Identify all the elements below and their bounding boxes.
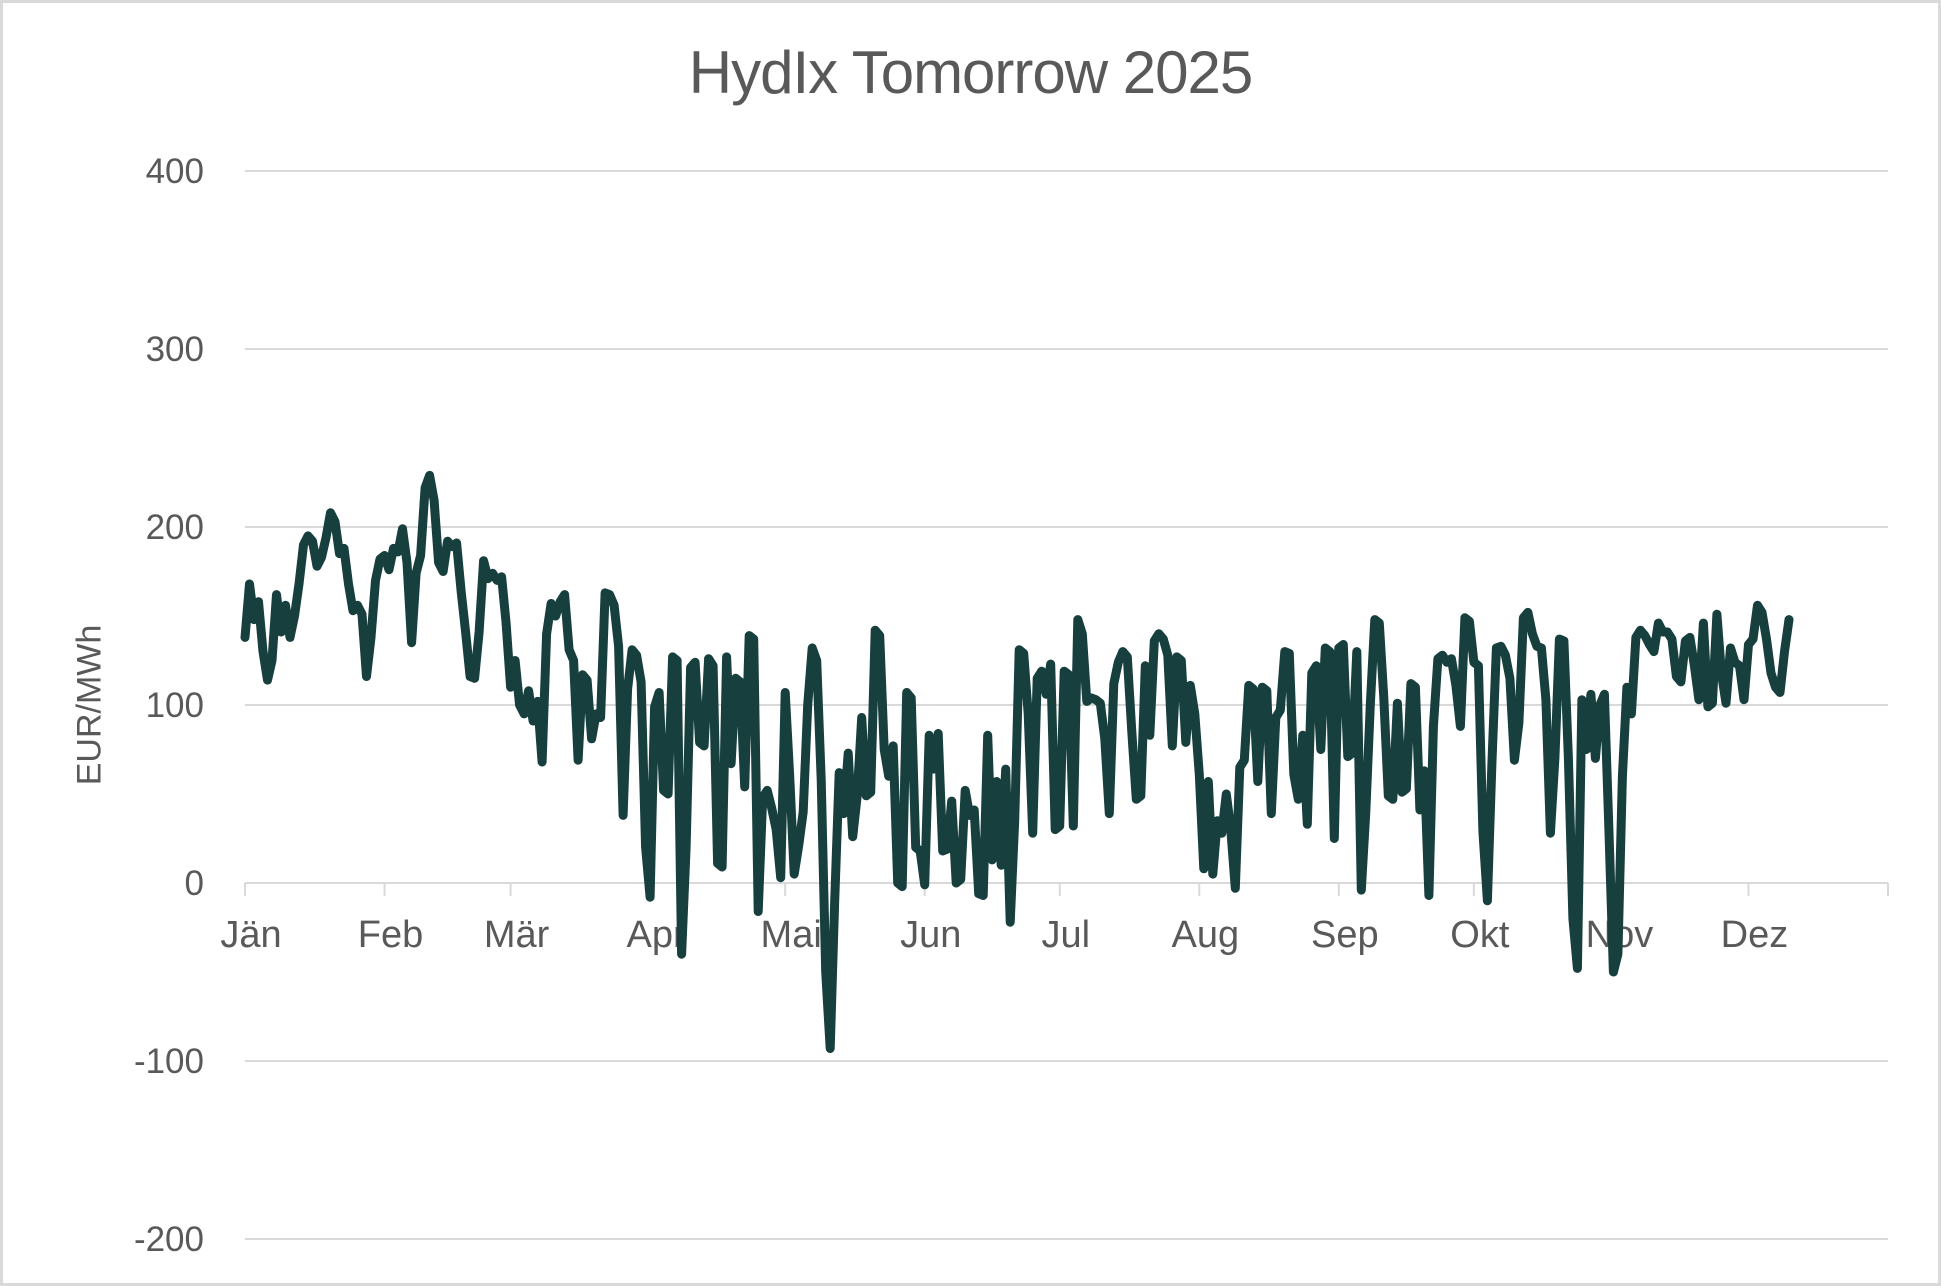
y-tick-label-100: 100 [146,686,204,725]
chart-title: HydIx Tomorrow 2025 [688,39,1253,106]
x-tick-label-Jän: Jän [220,914,281,956]
y-tick-label-200: 200 [146,508,204,547]
line-chart-plot: 400 300 200 100 0 -100 -200 Jän Feb Mär Apr Mai Jun… [134,152,1889,1259]
x-tick-label-Mär: Mär [484,914,550,956]
x-tick-label-Okt: Okt [1450,914,1510,956]
y-tick-label-0: 0 [185,864,204,903]
y-axis-tick-labels: 400 300 200 100 0 -100 -200 [134,152,204,1259]
y-tick-label-300: 300 [146,330,204,369]
x-axis-tick-labels: Jän Feb Mär Apr Mai Jun Jul Aug Sep Okt Nov Dez [220,914,1788,956]
x-tick-label-Jul: Jul [1041,914,1090,956]
x-axis-ticks [244,883,1889,896]
y-tick-label-400: 400 [146,152,204,191]
x-tick-label-Jun: Jun [900,914,961,956]
price-line-series [240,470,1794,1053]
x-tick-label-Mai: Mai [761,914,822,956]
y-tick-label--200: -200 [134,1220,204,1259]
x-tick-label-Feb: Feb [358,914,423,956]
y-tick-label--100: -100 [134,1042,204,1081]
x-tick-label-Sep: Sep [1311,914,1379,956]
x-tick-label-Apr: Apr [627,914,686,956]
x-tick-label-Dez: Dez [1721,914,1789,956]
x-tick-label-Aug: Aug [1171,914,1239,956]
